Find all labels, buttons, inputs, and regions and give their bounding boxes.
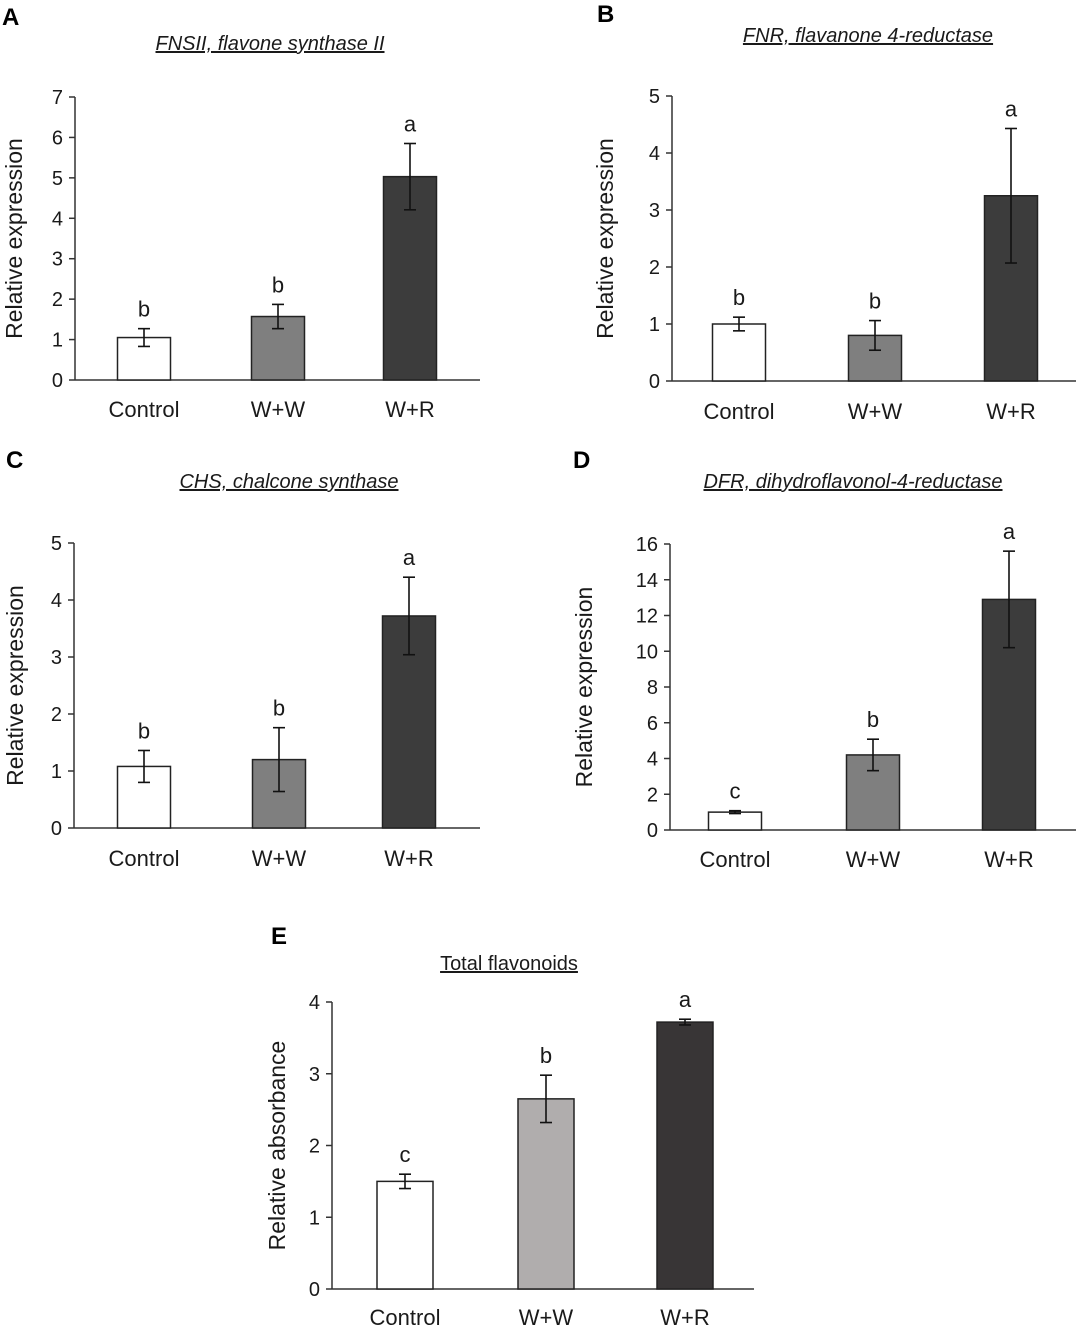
panel-letter: A — [2, 4, 19, 31]
bar-w-r — [382, 175, 438, 381]
y-tick-label: 2 — [647, 784, 658, 806]
x-category-label: W+R — [385, 397, 435, 422]
panel-letter: D — [573, 447, 590, 474]
significance-letter: b — [540, 1043, 552, 1068]
chart-title: CHS, chalcone synthase — [179, 471, 398, 493]
y-tick-label: 6 — [52, 127, 63, 149]
y-tick-label: 3 — [649, 200, 660, 222]
x-category-label: Control — [700, 847, 771, 872]
y-tick-label: 5 — [52, 168, 63, 190]
chart-title: FNSII, flavone synthase II — [156, 33, 385, 55]
y-tick-label: 1 — [309, 1207, 320, 1229]
y-tick-label: 1 — [52, 330, 63, 352]
y-tick-label: 14 — [636, 570, 658, 592]
y-tick-label: 4 — [52, 208, 63, 230]
y-tick-label: 4 — [51, 590, 62, 612]
panel-letter: E — [271, 923, 287, 950]
y-tick-label: 2 — [309, 1136, 320, 1158]
panel-a: A FNSII, flavone synthase II Relative expr… — [1, 4, 480, 422]
significance-letter: b — [733, 285, 745, 310]
chart-title: FNR, flavanone 4-reductase — [743, 25, 993, 47]
panel-b: B FNR, flavanone 4-reductase Relative expr… — [592, 1, 1076, 424]
y-tick-label: 7 — [52, 87, 63, 109]
x-category-label: Control — [370, 1305, 441, 1329]
y-tick-label: 1 — [649, 314, 660, 336]
y-tick-label: 3 — [51, 647, 62, 669]
y-tick-label: 2 — [51, 704, 62, 726]
y-tick-label: 4 — [649, 143, 660, 165]
y-tick-label: 4 — [309, 992, 320, 1014]
y-axis-label: Relative expression — [571, 587, 597, 788]
significance-letter: a — [679, 987, 692, 1012]
x-category-label: W+R — [986, 399, 1036, 424]
y-tick-label: 3 — [309, 1064, 320, 1086]
y-tick-label: 0 — [51, 818, 62, 840]
panel-letter: B — [597, 1, 614, 28]
significance-letter: b — [272, 272, 284, 297]
y-tick-label: 2 — [52, 289, 63, 311]
significance-letter: b — [138, 297, 150, 322]
y-axis-label: Relative expression — [592, 138, 618, 339]
x-category-label: W+R — [660, 1305, 710, 1329]
y-tick-label: 2 — [649, 257, 660, 279]
y-tick-label: 0 — [52, 370, 63, 392]
y-axis-label: Relative absorbance — [264, 1041, 290, 1251]
y-tick-label: 5 — [649, 86, 660, 108]
panel-letter: C — [6, 447, 23, 474]
y-tick-label: 5 — [51, 533, 62, 555]
x-category-label: W+W — [519, 1305, 574, 1329]
significance-letter: c — [730, 779, 741, 804]
significance-letter: b — [138, 718, 150, 743]
significance-letter: b — [273, 696, 285, 721]
y-tick-label: 16 — [636, 534, 658, 556]
significance-letter: a — [1005, 96, 1018, 121]
x-category-label: Control — [109, 397, 180, 422]
significance-letter: a — [1003, 519, 1016, 544]
significance-letter: b — [869, 289, 881, 314]
bar-control — [711, 323, 767, 382]
x-category-label: W+W — [846, 847, 901, 872]
panel-c: C CHS, chalcone synthase Relative expressi… — [2, 447, 480, 871]
bar-w-w — [250, 315, 306, 381]
y-tick-label: 0 — [309, 1279, 320, 1301]
panel-d: D DFR, dihydroflavonol-4-reductase Relativ… — [571, 447, 1076, 872]
panel-e: E Total flavonoids Relative absorbance 0 1 2 3… — [264, 923, 754, 1329]
x-category-label: W+R — [984, 847, 1034, 872]
y-tick-label: 3 — [52, 249, 63, 271]
bar-control — [376, 1180, 434, 1290]
significance-letter: b — [867, 707, 879, 732]
y-tick-label: 0 — [649, 371, 660, 393]
y-tick-label: 6 — [647, 713, 658, 735]
x-category-label: W+W — [251, 397, 306, 422]
y-axis-label: Relative expression — [2, 585, 28, 786]
chart-title: Total flavonoids — [440, 953, 578, 975]
y-tick-label: 8 — [647, 677, 658, 699]
significance-letter: c — [400, 1142, 411, 1167]
bar-w-r — [656, 1021, 714, 1290]
x-category-label: Control — [109, 846, 180, 871]
x-category-label: W+W — [252, 846, 307, 871]
significance-letter: a — [403, 545, 416, 570]
y-tick-label: 10 — [636, 641, 658, 663]
y-tick-label: 12 — [636, 606, 658, 628]
y-tick-label: 4 — [647, 749, 658, 771]
bar-control — [707, 811, 763, 831]
y-axis-label: Relative expression — [1, 138, 27, 339]
bar-w-w — [517, 1098, 575, 1290]
significance-letter: a — [404, 111, 417, 136]
x-category-label: Control — [704, 399, 775, 424]
y-tick-label: 1 — [51, 761, 62, 783]
x-category-label: W+W — [848, 399, 903, 424]
chart-title: DFR, dihydroflavonol-4-reductase — [703, 471, 1002, 493]
y-tick-label: 0 — [647, 820, 658, 842]
x-category-label: W+R — [384, 846, 434, 871]
